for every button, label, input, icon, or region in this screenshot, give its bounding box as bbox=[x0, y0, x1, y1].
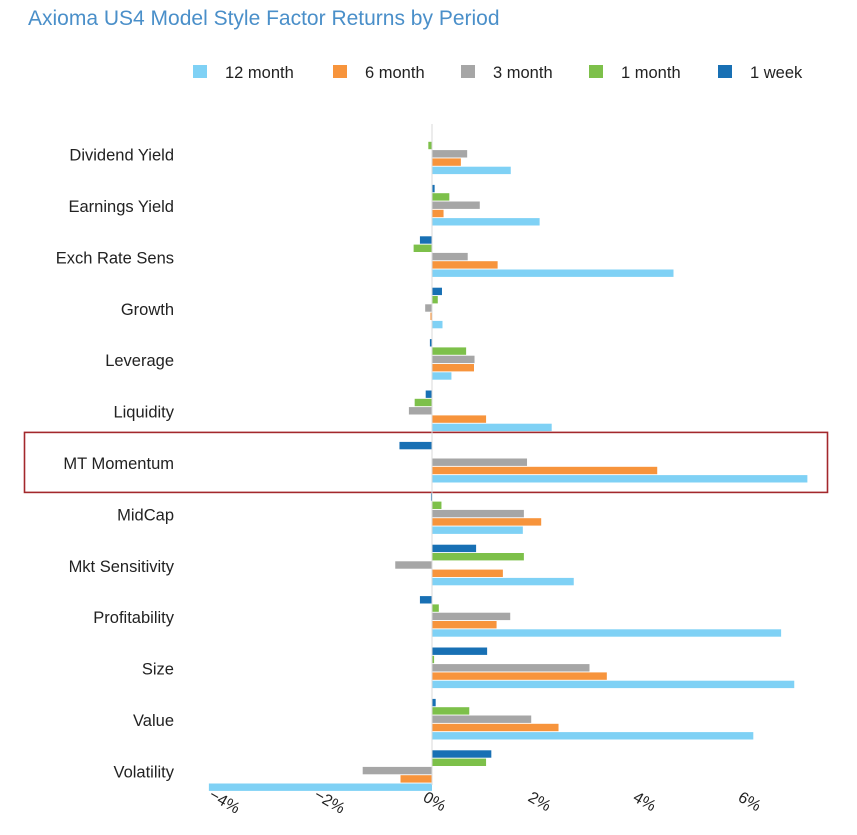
category-label-value: Value bbox=[133, 712, 174, 730]
bar-value-12-month bbox=[432, 732, 754, 740]
legend-swatch-1-month bbox=[589, 65, 603, 78]
category-labels: Dividend Yield Earnings Yield Exch Rate Se… bbox=[56, 147, 175, 782]
bar-earnings-yield-1-month bbox=[432, 193, 450, 201]
bar-mkt-sensitivity-1-week bbox=[432, 544, 477, 553]
bar-volatility-6-month bbox=[400, 775, 432, 783]
x-tick-label: −2% bbox=[311, 787, 348, 818]
bar-size-12-month bbox=[432, 680, 795, 689]
category-label-profitability: Profitability bbox=[93, 609, 174, 627]
bar-size-6-month bbox=[432, 672, 607, 680]
bar-leverage-6-month bbox=[432, 364, 474, 372]
category-label-dividend-yield: Dividend Yield bbox=[69, 147, 174, 165]
bar-profitability-12-month bbox=[432, 629, 782, 637]
bar-profitability-3-month bbox=[432, 612, 511, 621]
legend: 12 month 6 month 3 month 1 month 1 week bbox=[193, 64, 803, 82]
legend-label-6-month: 6 month bbox=[365, 64, 425, 82]
category-label-growth: Growth bbox=[121, 301, 174, 319]
legend-label-12-month: 12 month bbox=[225, 64, 294, 82]
bar-leverage-3-month bbox=[432, 355, 475, 364]
bar-mt-momentum-1-week bbox=[399, 441, 432, 450]
bars bbox=[23, 124, 829, 791]
bar-growth-6-month bbox=[430, 312, 432, 320]
bar-liquidity-6-month bbox=[432, 415, 487, 423]
bar-exch-rate-sens-1-week bbox=[419, 236, 432, 244]
category-label-exch-rate-sens: Exch Rate Sens bbox=[56, 249, 174, 267]
bar-mt-momentum-12-month bbox=[432, 475, 808, 483]
bar-profitability-1-week bbox=[419, 596, 432, 604]
category-label-volatility: Volatility bbox=[113, 763, 174, 781]
category-label-mt-momentum: MT Momentum bbox=[63, 455, 174, 473]
bar-mkt-sensitivity-6-month bbox=[432, 569, 503, 577]
bar-mkt-sensitivity-12-month bbox=[432, 577, 574, 586]
chart-title: Axioma US4 Model Style Factor Returns by… bbox=[28, 7, 500, 30]
bar-earnings-yield-3-month bbox=[432, 201, 480, 209]
bar-leverage-1-month bbox=[432, 347, 467, 355]
bar-mt-momentum-6-month bbox=[432, 466, 658, 475]
bar-volatility-1-month bbox=[432, 758, 487, 766]
legend-label-1-month: 1 month bbox=[621, 64, 681, 82]
bar-size-3-month bbox=[432, 664, 590, 672]
category-label-earnings-yield: Earnings Yield bbox=[69, 198, 175, 216]
legend-label-1-week: 1 week bbox=[750, 64, 803, 82]
x-tick-label: −4% bbox=[206, 787, 243, 818]
bar-midcap-6-month bbox=[432, 518, 542, 526]
x-tick-label: 4% bbox=[630, 789, 659, 815]
bar-size-1-month bbox=[432, 655, 435, 664]
bar-value-1-week bbox=[432, 698, 436, 707]
bar-growth-1-week bbox=[432, 287, 442, 296]
bar-volatility-12-month bbox=[208, 783, 432, 791]
x-tick-label: 0% bbox=[420, 789, 449, 815]
bar-midcap-1-week bbox=[430, 493, 432, 501]
bar-mt-momentum-3-month bbox=[432, 458, 528, 466]
bar-midcap-12-month bbox=[432, 526, 523, 534]
bar-midcap-1-month bbox=[432, 501, 442, 509]
legend-swatch-12-month bbox=[193, 65, 207, 78]
bar-liquidity-1-week bbox=[425, 390, 432, 398]
category-label-liquidity: Liquidity bbox=[113, 404, 174, 422]
legend-swatch-1-week bbox=[718, 65, 732, 78]
bar-profitability-1-month bbox=[432, 604, 439, 612]
bar-value-6-month bbox=[432, 723, 559, 732]
bar-leverage-12-month bbox=[432, 372, 452, 380]
legend-swatch-6-month bbox=[333, 65, 347, 78]
bar-mkt-sensitivity-1-month bbox=[432, 553, 524, 561]
bar-exch-rate-sens-12-month bbox=[432, 269, 674, 277]
bar-exch-rate-sens-3-month bbox=[432, 252, 468, 261]
bar-value-3-month bbox=[432, 715, 532, 723]
bar-size-1-week bbox=[432, 647, 488, 655]
bar-dividend-yield-12-month bbox=[432, 166, 511, 175]
bar-dividend-yield-1-month bbox=[428, 141, 432, 150]
x-tick-label: 6% bbox=[735, 789, 764, 815]
bar-midcap-3-month bbox=[432, 509, 524, 518]
bar-earnings-yield-6-month bbox=[432, 209, 444, 218]
category-label-midcap: MidCap bbox=[117, 506, 174, 524]
bar-liquidity-1-month bbox=[414, 398, 432, 407]
legend-swatch-3-month bbox=[461, 65, 475, 78]
bar-dividend-yield-6-month bbox=[432, 158, 461, 166]
bar-value-1-month bbox=[432, 707, 470, 715]
category-label-size: Size bbox=[142, 661, 174, 679]
bar-volatility-3-month bbox=[362, 766, 432, 775]
bar-dividend-yield-3-month bbox=[432, 150, 468, 158]
bar-earnings-yield-1-week bbox=[432, 184, 435, 193]
bar-growth-3-month bbox=[425, 304, 432, 312]
highlight-box bbox=[23, 431, 829, 494]
bar-volatility-1-week bbox=[432, 750, 492, 758]
bar-liquidity-12-month bbox=[432, 423, 552, 432]
category-label-leverage: Leverage bbox=[105, 352, 174, 370]
bar-exch-rate-sens-6-month bbox=[432, 261, 498, 269]
bar-growth-12-month bbox=[432, 320, 443, 329]
bar-growth-1-month bbox=[432, 296, 438, 304]
bar-liquidity-3-month bbox=[408, 407, 432, 415]
x-tick-label: 2% bbox=[525, 789, 554, 815]
bar-earnings-yield-12-month bbox=[432, 218, 540, 226]
bar-leverage-1-week bbox=[429, 339, 432, 347]
x-axis-ticks: −4% −2% 0% 2% 4% 6% bbox=[206, 787, 764, 818]
bar-profitability-6-month bbox=[432, 621, 497, 629]
bar-mkt-sensitivity-3-month bbox=[395, 561, 432, 569]
category-label-mkt-sensitivity: Mkt Sensitivity bbox=[69, 558, 175, 576]
bar-exch-rate-sens-1-month bbox=[413, 244, 432, 252]
legend-label-3-month: 3 month bbox=[493, 64, 553, 82]
